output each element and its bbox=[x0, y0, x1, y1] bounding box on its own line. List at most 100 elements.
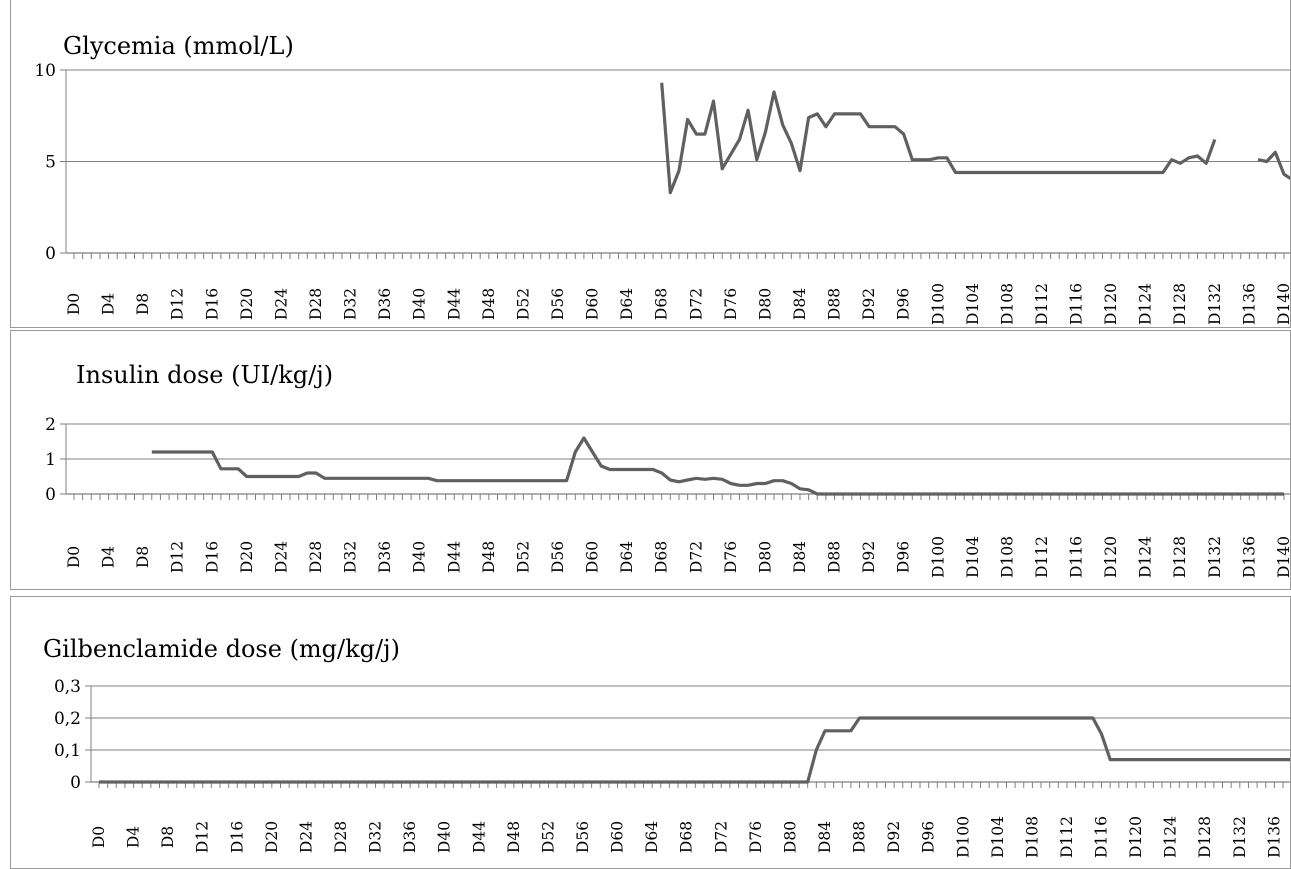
y-tick-label: 0,1 bbox=[54, 741, 81, 761]
x-tick-label: D8 bbox=[159, 826, 177, 848]
x-tick-label: D36 bbox=[401, 821, 419, 853]
x-tick-label: D16 bbox=[203, 541, 221, 573]
glibenclamide-chart-panel: Gilbenclamide dose (mg/kg/j) 0 0,1 0,2 0,3 D0… bbox=[10, 596, 1291, 869]
x-tick-label: D68 bbox=[653, 288, 671, 320]
x-tick-label: D48 bbox=[480, 541, 498, 573]
x-tick-label: D56 bbox=[549, 288, 567, 320]
x-tick-label: D120 bbox=[1102, 283, 1120, 325]
x-tick-label: D8 bbox=[134, 546, 152, 568]
x-tick-label: D0 bbox=[90, 826, 108, 848]
x-tick-label: D12 bbox=[169, 288, 187, 320]
x-tick-label: D24 bbox=[297, 821, 315, 853]
x-tick-label: D104 bbox=[989, 816, 1007, 858]
x-tick-label: D84 bbox=[816, 821, 834, 853]
x-tick-label: D120 bbox=[1102, 536, 1120, 578]
x-tick-label: D88 bbox=[826, 288, 844, 320]
x-tick-label: D48 bbox=[480, 288, 498, 320]
glycemia-chart: Glycemia (mmol/L) 0 5 10 D0 D4 D8 D12 D16 D20 D24 D… bbox=[34, 32, 1291, 325]
x-tick-label: D124 bbox=[1137, 283, 1155, 325]
x-tick-label: D64 bbox=[618, 541, 636, 573]
x-tick-label: D108 bbox=[998, 283, 1016, 325]
x-tick-label: D28 bbox=[332, 821, 350, 853]
x-tick-label: D52 bbox=[514, 288, 532, 320]
x-tick-label: D52 bbox=[539, 821, 557, 853]
x-tick-label: D40 bbox=[436, 821, 454, 853]
y-tick-label: 2 bbox=[45, 415, 56, 435]
x-tick-label: D88 bbox=[826, 541, 844, 573]
x-tick-label: D116 bbox=[1068, 536, 1086, 578]
x-tick-label: D104 bbox=[964, 536, 982, 578]
insulin-chart-panel: Insulin dose (UI/kg/j) 0 1 2 D0 D4 D8 D12 D16 D20… bbox=[10, 330, 1291, 590]
x-tick-label: D56 bbox=[549, 541, 567, 573]
x-tick-label: D36 bbox=[376, 288, 394, 320]
glycemia-series-line-segment bbox=[660, 82, 1217, 195]
glycemia-chart-title: Glycemia (mmol/L) bbox=[63, 32, 294, 60]
x-tick-label: D32 bbox=[342, 541, 360, 573]
x-tick-label: D92 bbox=[885, 821, 903, 853]
y-tick-label: 0,3 bbox=[54, 677, 81, 697]
x-tick-label: D40 bbox=[411, 541, 429, 573]
x-tick-label: D140 bbox=[1275, 536, 1291, 578]
x-tick-label: D120 bbox=[1127, 816, 1145, 858]
x-tick-label: D68 bbox=[678, 821, 696, 853]
x-tick-label: D64 bbox=[618, 288, 636, 320]
x-tick-label: D60 bbox=[584, 541, 602, 573]
x-tick-label: D20 bbox=[238, 288, 256, 320]
x-tick-label: D32 bbox=[367, 821, 385, 853]
x-tick-label: D116 bbox=[1093, 816, 1111, 858]
x-tick-label: D0 bbox=[65, 293, 83, 315]
x-tick-label: D8 bbox=[134, 293, 152, 315]
x-tick-label: D92 bbox=[860, 541, 878, 573]
x-tick-label: D76 bbox=[722, 288, 740, 320]
x-tick-label: D60 bbox=[609, 821, 627, 853]
x-tick-label: D36 bbox=[376, 541, 394, 573]
glibenclamide-chart: Gilbenclamide dose (mg/kg/j) 0 0,1 0,2 0,3 D0… bbox=[43, 635, 1290, 858]
y-tick-label: 5 bbox=[45, 153, 56, 173]
x-tick-label: D60 bbox=[584, 288, 602, 320]
y-tick-label: 0 bbox=[45, 485, 56, 505]
x-tick-label: D124 bbox=[1162, 816, 1180, 858]
x-tick-label: D132 bbox=[1206, 536, 1224, 578]
x-tick-label: D140 bbox=[1275, 283, 1291, 325]
x-tick-label: D116 bbox=[1068, 283, 1086, 325]
x-tick-label: D100 bbox=[929, 283, 947, 325]
x-tick-label: D68 bbox=[653, 541, 671, 573]
x-tick-label: D128 bbox=[1196, 816, 1214, 858]
x-tick-label: D96 bbox=[920, 821, 938, 853]
y-tick-label: 0 bbox=[70, 773, 81, 793]
x-tick-label: D24 bbox=[272, 288, 290, 320]
x-tick-label: D76 bbox=[747, 821, 765, 853]
x-tick-label: D44 bbox=[445, 541, 463, 573]
x-tick-label: D52 bbox=[514, 541, 532, 573]
x-tick-label: D136 bbox=[1265, 816, 1283, 858]
x-tick-label: D136 bbox=[1240, 536, 1258, 578]
x-tick-label: D132 bbox=[1206, 283, 1224, 325]
x-tick-label: D40 bbox=[411, 288, 429, 320]
insulin-chart-title: Insulin dose (UI/kg/j) bbox=[76, 361, 333, 389]
x-tick-label: D96 bbox=[895, 288, 913, 320]
x-tick-label: D24 bbox=[272, 541, 290, 573]
x-tick-label: D80 bbox=[756, 541, 774, 573]
glycemia-series-line-segment bbox=[1257, 150, 1290, 181]
x-tick-label: D16 bbox=[203, 288, 221, 320]
x-tick-label: D100 bbox=[929, 536, 947, 578]
x-tick-label: D44 bbox=[470, 821, 488, 853]
x-tick-label: D28 bbox=[307, 541, 325, 573]
x-tick-label: D80 bbox=[781, 821, 799, 853]
glibenclamide-chart-title: Gilbenclamide dose (mg/kg/j) bbox=[43, 635, 400, 663]
y-tick-label: 0,2 bbox=[54, 709, 81, 729]
x-tick-label: D84 bbox=[791, 288, 809, 320]
x-tick-label: D4 bbox=[100, 546, 118, 568]
insulin-chart: Insulin dose (UI/kg/j) 0 1 2 D0 D4 D8 D12 D16 D20… bbox=[45, 361, 1291, 578]
x-tick-label: D28 bbox=[307, 288, 325, 320]
x-tick-label: D4 bbox=[100, 293, 118, 315]
x-tick-label: D108 bbox=[998, 536, 1016, 578]
x-tick-label: D136 bbox=[1240, 283, 1258, 325]
x-tick-label: D56 bbox=[574, 821, 592, 853]
x-tick-label: D72 bbox=[687, 541, 705, 573]
x-tick-label: D108 bbox=[1023, 816, 1041, 858]
x-tick-label: D0 bbox=[65, 546, 83, 568]
y-tick-label: 1 bbox=[45, 450, 56, 470]
x-tick-label: D132 bbox=[1231, 816, 1249, 858]
x-tick-label: D72 bbox=[712, 821, 730, 853]
